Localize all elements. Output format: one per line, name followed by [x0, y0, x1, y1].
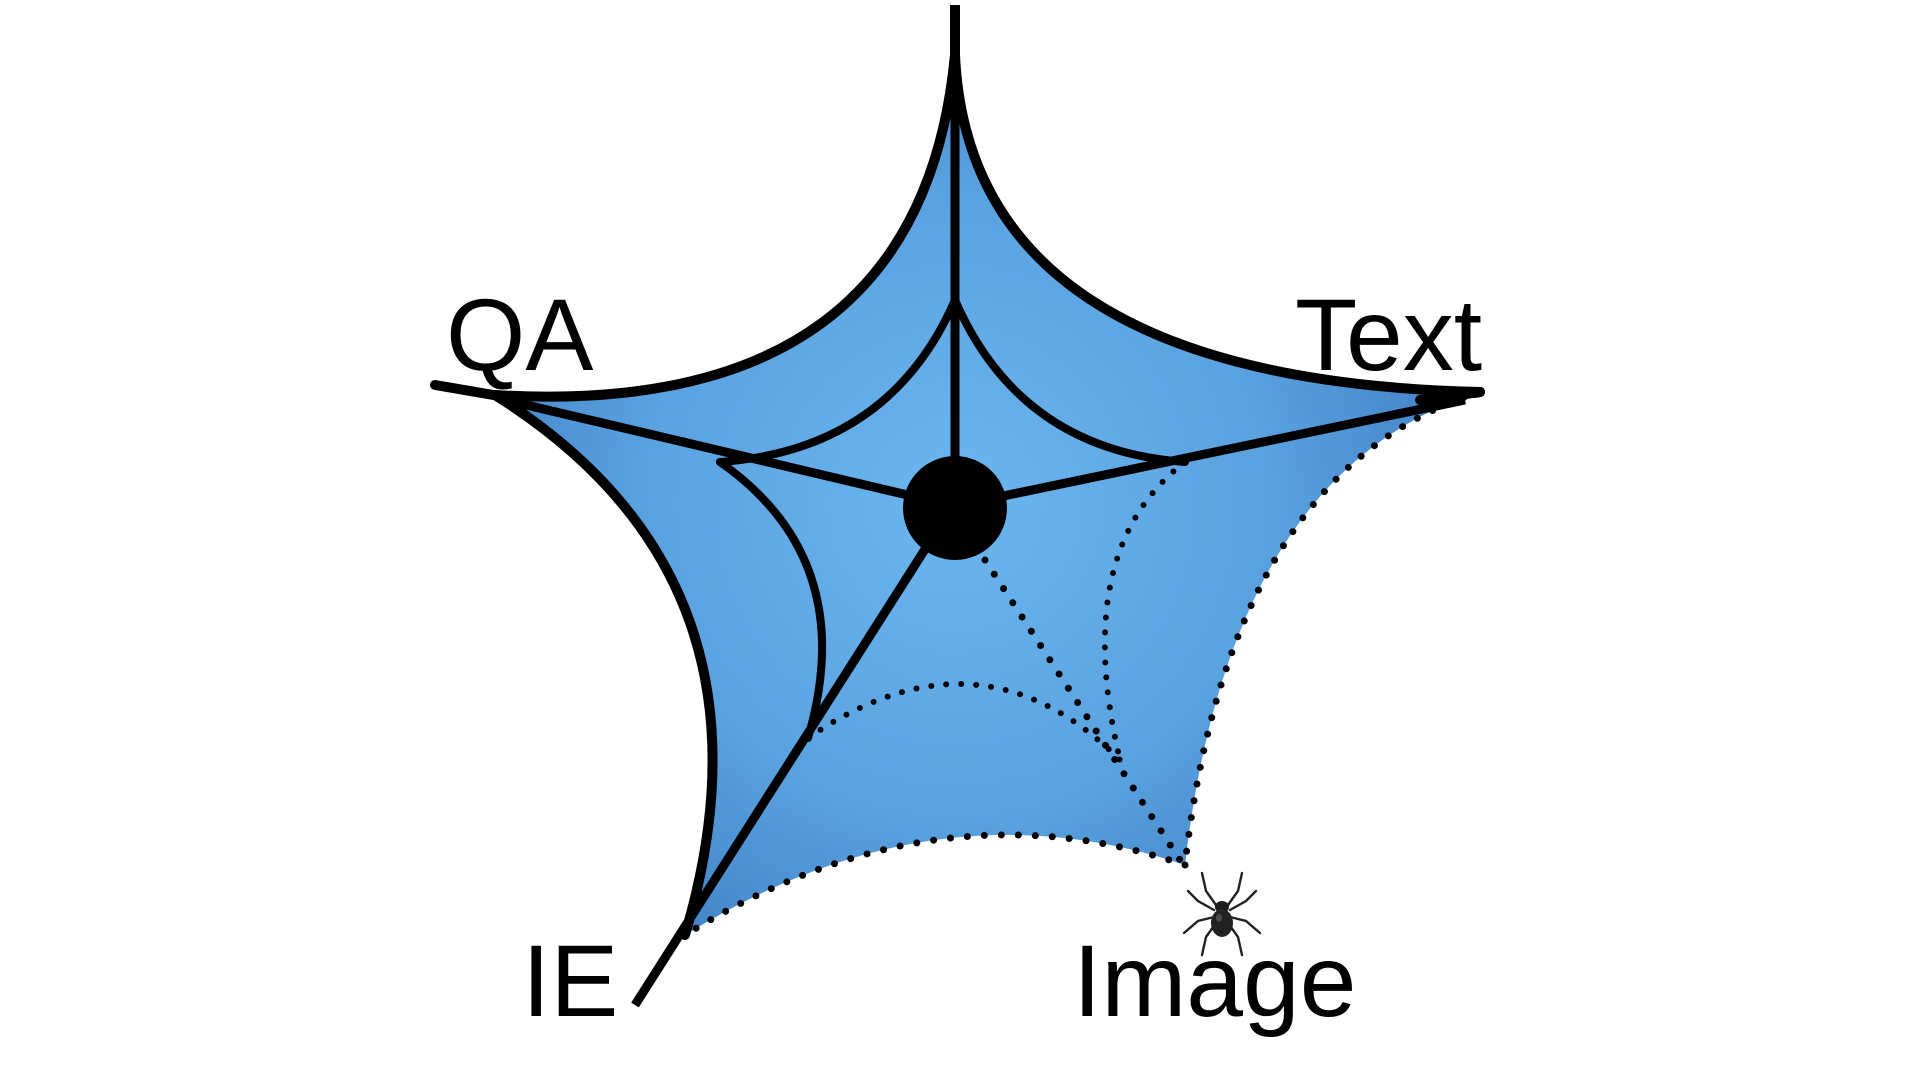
spider-icon	[1182, 871, 1262, 957]
spoke-qa	[503, 395, 952, 510]
label-image: Image	[1073, 924, 1357, 1038]
anchor-thread-text-ext	[1415, 387, 1485, 405]
anchor-thread-qa	[430, 380, 510, 402]
label-ie: IE	[522, 924, 618, 1038]
label-text: Text	[1295, 278, 1482, 392]
spoke-ie	[631, 507, 954, 1008]
inner-arc-left	[716, 458, 827, 742]
outer-edge-top-right	[950, 50, 1485, 397]
outer-edge-bottom-dotted	[681, 831, 1189, 939]
spoke-text	[959, 395, 1466, 510]
web-hub	[903, 456, 1007, 560]
inner-arc-top-left	[716, 296, 959, 466]
outer-edge-top-left	[490, 50, 960, 402]
outer-edge-left	[490, 390, 718, 940]
label-qa: QA	[446, 278, 593, 392]
inner-arc-top-right	[951, 296, 1189, 466]
inner-arc-right-dotted	[1101, 459, 1188, 763]
